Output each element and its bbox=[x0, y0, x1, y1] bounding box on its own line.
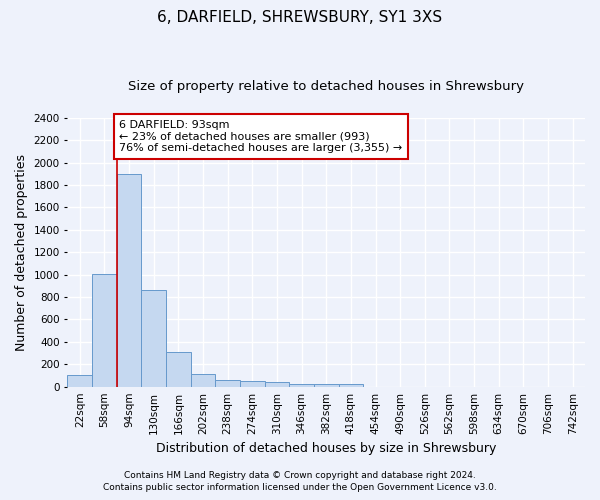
Y-axis label: Number of detached properties: Number of detached properties bbox=[15, 154, 28, 350]
Bar bbox=[142, 290, 166, 386]
Bar bbox=[191, 374, 215, 386]
Bar bbox=[314, 384, 338, 386]
Bar bbox=[240, 380, 265, 386]
Bar bbox=[215, 380, 240, 386]
X-axis label: Distribution of detached houses by size in Shrewsbury: Distribution of detached houses by size … bbox=[156, 442, 496, 455]
Bar bbox=[338, 384, 363, 386]
Bar bbox=[92, 274, 117, 386]
Bar bbox=[117, 174, 142, 386]
Text: 6 DARFIELD: 93sqm
← 23% of detached houses are smaller (993)
76% of semi-detache: 6 DARFIELD: 93sqm ← 23% of detached hous… bbox=[119, 120, 403, 153]
Bar bbox=[67, 376, 92, 386]
Text: 6, DARFIELD, SHREWSBURY, SY1 3XS: 6, DARFIELD, SHREWSBURY, SY1 3XS bbox=[157, 10, 443, 25]
Bar bbox=[166, 352, 191, 386]
Text: Contains HM Land Registry data © Crown copyright and database right 2024.
Contai: Contains HM Land Registry data © Crown c… bbox=[103, 471, 497, 492]
Bar bbox=[289, 384, 314, 386]
Bar bbox=[265, 382, 289, 386]
Title: Size of property relative to detached houses in Shrewsbury: Size of property relative to detached ho… bbox=[128, 80, 524, 93]
